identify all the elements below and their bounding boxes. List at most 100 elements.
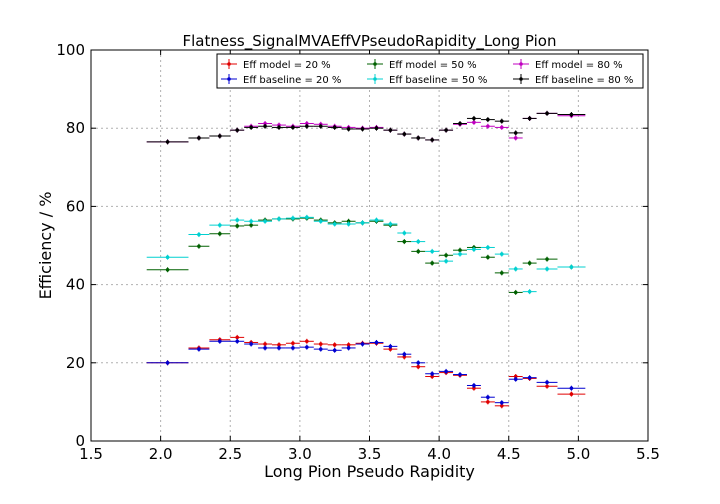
data-point (513, 267, 518, 271)
legend-label: Eff model = 20 % (243, 60, 331, 71)
data-point (165, 255, 170, 260)
x-tick-label: 1.5 (79, 445, 103, 463)
data-point (235, 128, 240, 132)
legend-entry: Eff model = 80 % (513, 59, 623, 71)
data-point (513, 136, 518, 140)
x-tick-label: 4.0 (427, 445, 451, 463)
data-point (346, 222, 351, 226)
legend-marker (227, 62, 231, 66)
legend-entry: Eff baseline = 80 % (513, 74, 633, 86)
legend-label: Eff baseline = 50 % (389, 75, 487, 86)
data-point (513, 377, 518, 382)
legend-entry: Eff model = 50 % (367, 59, 477, 71)
legend-entry: Eff model = 20 % (221, 59, 331, 71)
data-point (291, 346, 295, 350)
data-point (569, 386, 574, 391)
data-point (527, 289, 532, 294)
data-point (263, 346, 267, 350)
x-axis-label: Long Pion Pseudo Rapidity (264, 462, 475, 481)
data-point (388, 347, 393, 351)
data-point (332, 125, 337, 130)
data-point (263, 219, 267, 224)
data-point (235, 339, 240, 344)
data-point (165, 361, 170, 365)
data-point (430, 374, 434, 379)
series-4 (146, 110, 586, 145)
data-point (197, 232, 201, 237)
data-point (388, 344, 393, 349)
data-point (416, 136, 421, 140)
data-point (346, 346, 351, 350)
data-point (263, 121, 267, 126)
y-tick-label: 60 (66, 197, 85, 215)
data-point (499, 271, 504, 275)
legend-box (216, 53, 644, 89)
y-tick-label: 20 (66, 354, 85, 372)
data-point (513, 374, 518, 379)
data-point (527, 261, 532, 265)
data-point (277, 346, 281, 350)
data-point (458, 121, 462, 126)
data-point (416, 364, 421, 369)
data-point (527, 375, 532, 380)
data-point (545, 111, 549, 116)
data-point (486, 124, 490, 129)
data-point (472, 120, 476, 125)
data-point (444, 369, 448, 374)
data-point (249, 125, 253, 130)
data-point (305, 345, 309, 349)
data-point (305, 124, 309, 129)
data-point (277, 217, 281, 221)
series-5 (146, 110, 586, 145)
data-point (263, 342, 267, 346)
data-point (197, 347, 201, 351)
data-point (569, 392, 574, 396)
x-tick-label: 5.5 (636, 445, 660, 463)
data-point (218, 231, 222, 236)
plot-frame (90, 49, 649, 442)
data-point (318, 342, 323, 346)
data-point (291, 341, 295, 346)
data-point (305, 215, 309, 220)
y-axis-label: Efficiency / % (36, 192, 55, 300)
data-point (305, 121, 309, 126)
data-point (499, 119, 504, 123)
data-point (332, 343, 337, 347)
series-3 (146, 214, 586, 295)
x-tick-label: 5.0 (566, 445, 590, 463)
data-point (486, 245, 490, 250)
x-tick-label: 2.0 (149, 445, 173, 463)
data-point (263, 124, 267, 129)
data-point (513, 290, 518, 295)
data-point (472, 386, 476, 391)
data-point (545, 380, 549, 385)
legend-marker (519, 62, 523, 66)
grid (91, 50, 648, 441)
legend-entry: Eff baseline = 50 % (367, 74, 487, 86)
data-point (360, 221, 365, 225)
data-point (416, 249, 421, 254)
x-axis: 1.5 2.0 2.5 3.0 3.5 4.0 4.5 5.0 5.5 (79, 50, 660, 463)
data-point (346, 127, 351, 131)
y-tick-label: 40 (66, 276, 85, 294)
x-tick-label: 3.0 (288, 445, 312, 463)
data-point (545, 257, 549, 261)
data-point (388, 222, 393, 226)
data-point (305, 339, 309, 344)
data-point (472, 247, 476, 252)
data-point (472, 116, 476, 121)
data-point (235, 224, 240, 228)
legend-marker (373, 77, 377, 81)
data-point (499, 400, 504, 405)
legend-label: Eff baseline = 80 % (535, 75, 633, 86)
legend-label: Eff model = 50 % (389, 60, 477, 71)
data-point (444, 259, 448, 263)
data-point (402, 352, 407, 356)
data-point (430, 371, 434, 376)
data-point (527, 116, 532, 121)
data-point (235, 335, 240, 340)
data-point (486, 255, 490, 260)
data-point (374, 340, 379, 345)
data-point (444, 128, 448, 132)
